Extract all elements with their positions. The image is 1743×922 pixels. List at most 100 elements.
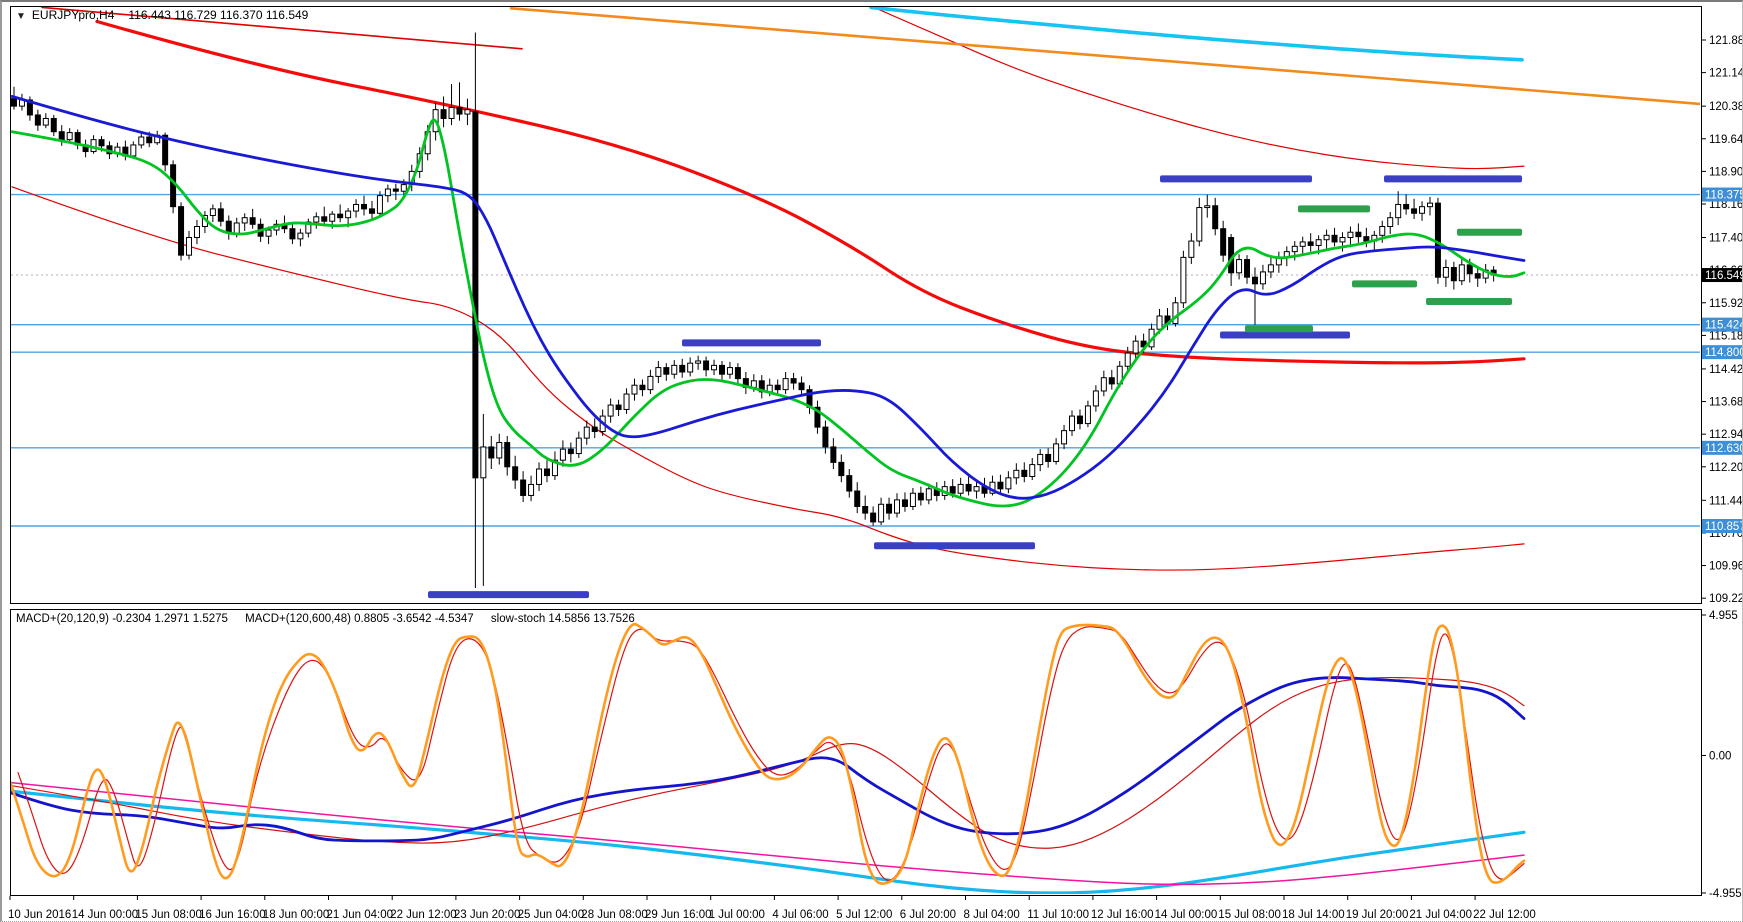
candle-body (917, 492, 924, 501)
candle-body (1045, 453, 1052, 463)
price-tick-label: 115.920 (1709, 298, 1743, 310)
time-tick-label: 22 Jul 12:00 (1473, 909, 1536, 921)
candle-body (925, 488, 932, 501)
sr-price-label-bg (1702, 345, 1742, 360)
cyan-longterm-line (869, 7, 1524, 62)
time-tick-label: 15 Jul 08:00 (1218, 909, 1281, 921)
candle-body (536, 468, 543, 485)
candle-body (711, 364, 718, 371)
candle-body (822, 426, 829, 448)
candle-body (703, 360, 710, 371)
candle-body (353, 203, 360, 212)
indicator-tick-label: -4.955 (1709, 888, 1742, 900)
candle-body (305, 221, 312, 234)
candle-body (1411, 208, 1418, 214)
price-tick-label: 109.220 (1709, 593, 1743, 605)
candle-body (1419, 206, 1426, 214)
time-tick-label: 14 Jul 00:00 (1155, 909, 1218, 921)
macd2-label: MACD+(120,600,48) 0.8805 -3.6542 -4.5347 (245, 613, 474, 625)
candle-body (1347, 231, 1354, 239)
indicator-tick-label: 0.00 (1709, 751, 1731, 763)
candle-body (1124, 352, 1131, 367)
slow-ma-line (11, 95, 1526, 500)
candle-body (98, 139, 105, 147)
sr-price-label: 110.857 (1705, 521, 1743, 533)
current-price-label-bg (1702, 268, 1742, 283)
candle-body (90, 139, 97, 153)
fast-ma-line (11, 118, 1526, 508)
candle-body (297, 232, 304, 240)
sr-price-label: 118.375 (1705, 190, 1743, 202)
candle-body (448, 106, 455, 119)
price-tick-label: 111.440 (1709, 495, 1743, 507)
candle-body (321, 216, 328, 222)
candle-body (11, 98, 17, 107)
price-tick-label: 118.160 (1709, 199, 1743, 211)
candle-body (734, 367, 741, 380)
indicator-tick-label: 4.955 (1709, 610, 1738, 622)
candle-body (193, 226, 200, 239)
candle-body (679, 364, 686, 373)
candle-body (790, 378, 797, 384)
macd-signal-line (11, 676, 1525, 849)
price-tick-label: 121.880 (1709, 35, 1743, 47)
candle-body (647, 375, 654, 391)
candle-body (1450, 267, 1457, 282)
candle-body (138, 136, 145, 146)
navy-zone-bar (682, 339, 821, 347)
candle-body (512, 466, 519, 481)
green-zone-bar (1457, 228, 1522, 236)
candle-body (718, 364, 725, 375)
candle-body (170, 164, 177, 208)
candle-body (997, 481, 1004, 490)
candle-body (1307, 241, 1314, 246)
thin-red-upper-ma (875, 7, 1525, 170)
red-trendline (41, 7, 523, 50)
symbol-dropdown-icon[interactable]: ▼ (16, 11, 26, 22)
price-tick-label: 112.940 (1709, 429, 1743, 441)
candle-body (178, 206, 185, 256)
candle-body (798, 382, 805, 391)
candle-body (265, 229, 272, 237)
green-zone-bar (1298, 205, 1370, 213)
candle-body (400, 184, 407, 192)
candle-body (1379, 226, 1386, 236)
candle-body (146, 136, 153, 144)
green-zone-bar (1245, 325, 1313, 333)
navy-zone-bar (1160, 175, 1312, 183)
candle-body (1363, 236, 1370, 242)
candle-body (209, 208, 216, 216)
candle-body (1188, 240, 1195, 258)
candle-body (464, 109, 471, 115)
candle-body (361, 203, 368, 210)
candle-body (1474, 273, 1481, 279)
time-tick-label: 14 Jun 00:00 (72, 909, 139, 921)
price-tick-label: 114.420 (1709, 364, 1743, 376)
chart-title: ▼ EURJPYpro,H4 116.443 116.729 116.370 116… (16, 8, 308, 22)
candle-body (1212, 205, 1219, 230)
candle-body (782, 378, 789, 391)
candle-body (543, 468, 550, 477)
candle-body (1323, 234, 1330, 241)
sr-price-label: 112.630 (1705, 443, 1743, 455)
candle-body (520, 479, 527, 496)
thin-red-lower-ma (11, 186, 1525, 571)
ohlc-values: 116.443 116.729 116.370 116.549 (128, 8, 309, 22)
candle-body (528, 483, 535, 496)
candle-body (1442, 267, 1449, 278)
candle-body (551, 459, 558, 477)
candle-body (241, 217, 248, 224)
time-tick-label: 21 Jun 04:00 (327, 909, 394, 921)
candle-body (162, 134, 169, 166)
sr-price-label: 114.800 (1705, 347, 1743, 359)
candle-body (1458, 264, 1465, 282)
candle-body (1156, 315, 1163, 330)
candle-body (655, 367, 662, 377)
candle-body (329, 213, 336, 222)
time-tick-label: 29 Jun 16:00 (645, 909, 712, 921)
indicator-axis: 4.955 0.00 -4.955 (1701, 610, 1742, 900)
time-tick-label: 10 Jun 2016 (8, 909, 71, 921)
price-panel-border (10, 6, 1702, 604)
candle-body (186, 237, 193, 256)
